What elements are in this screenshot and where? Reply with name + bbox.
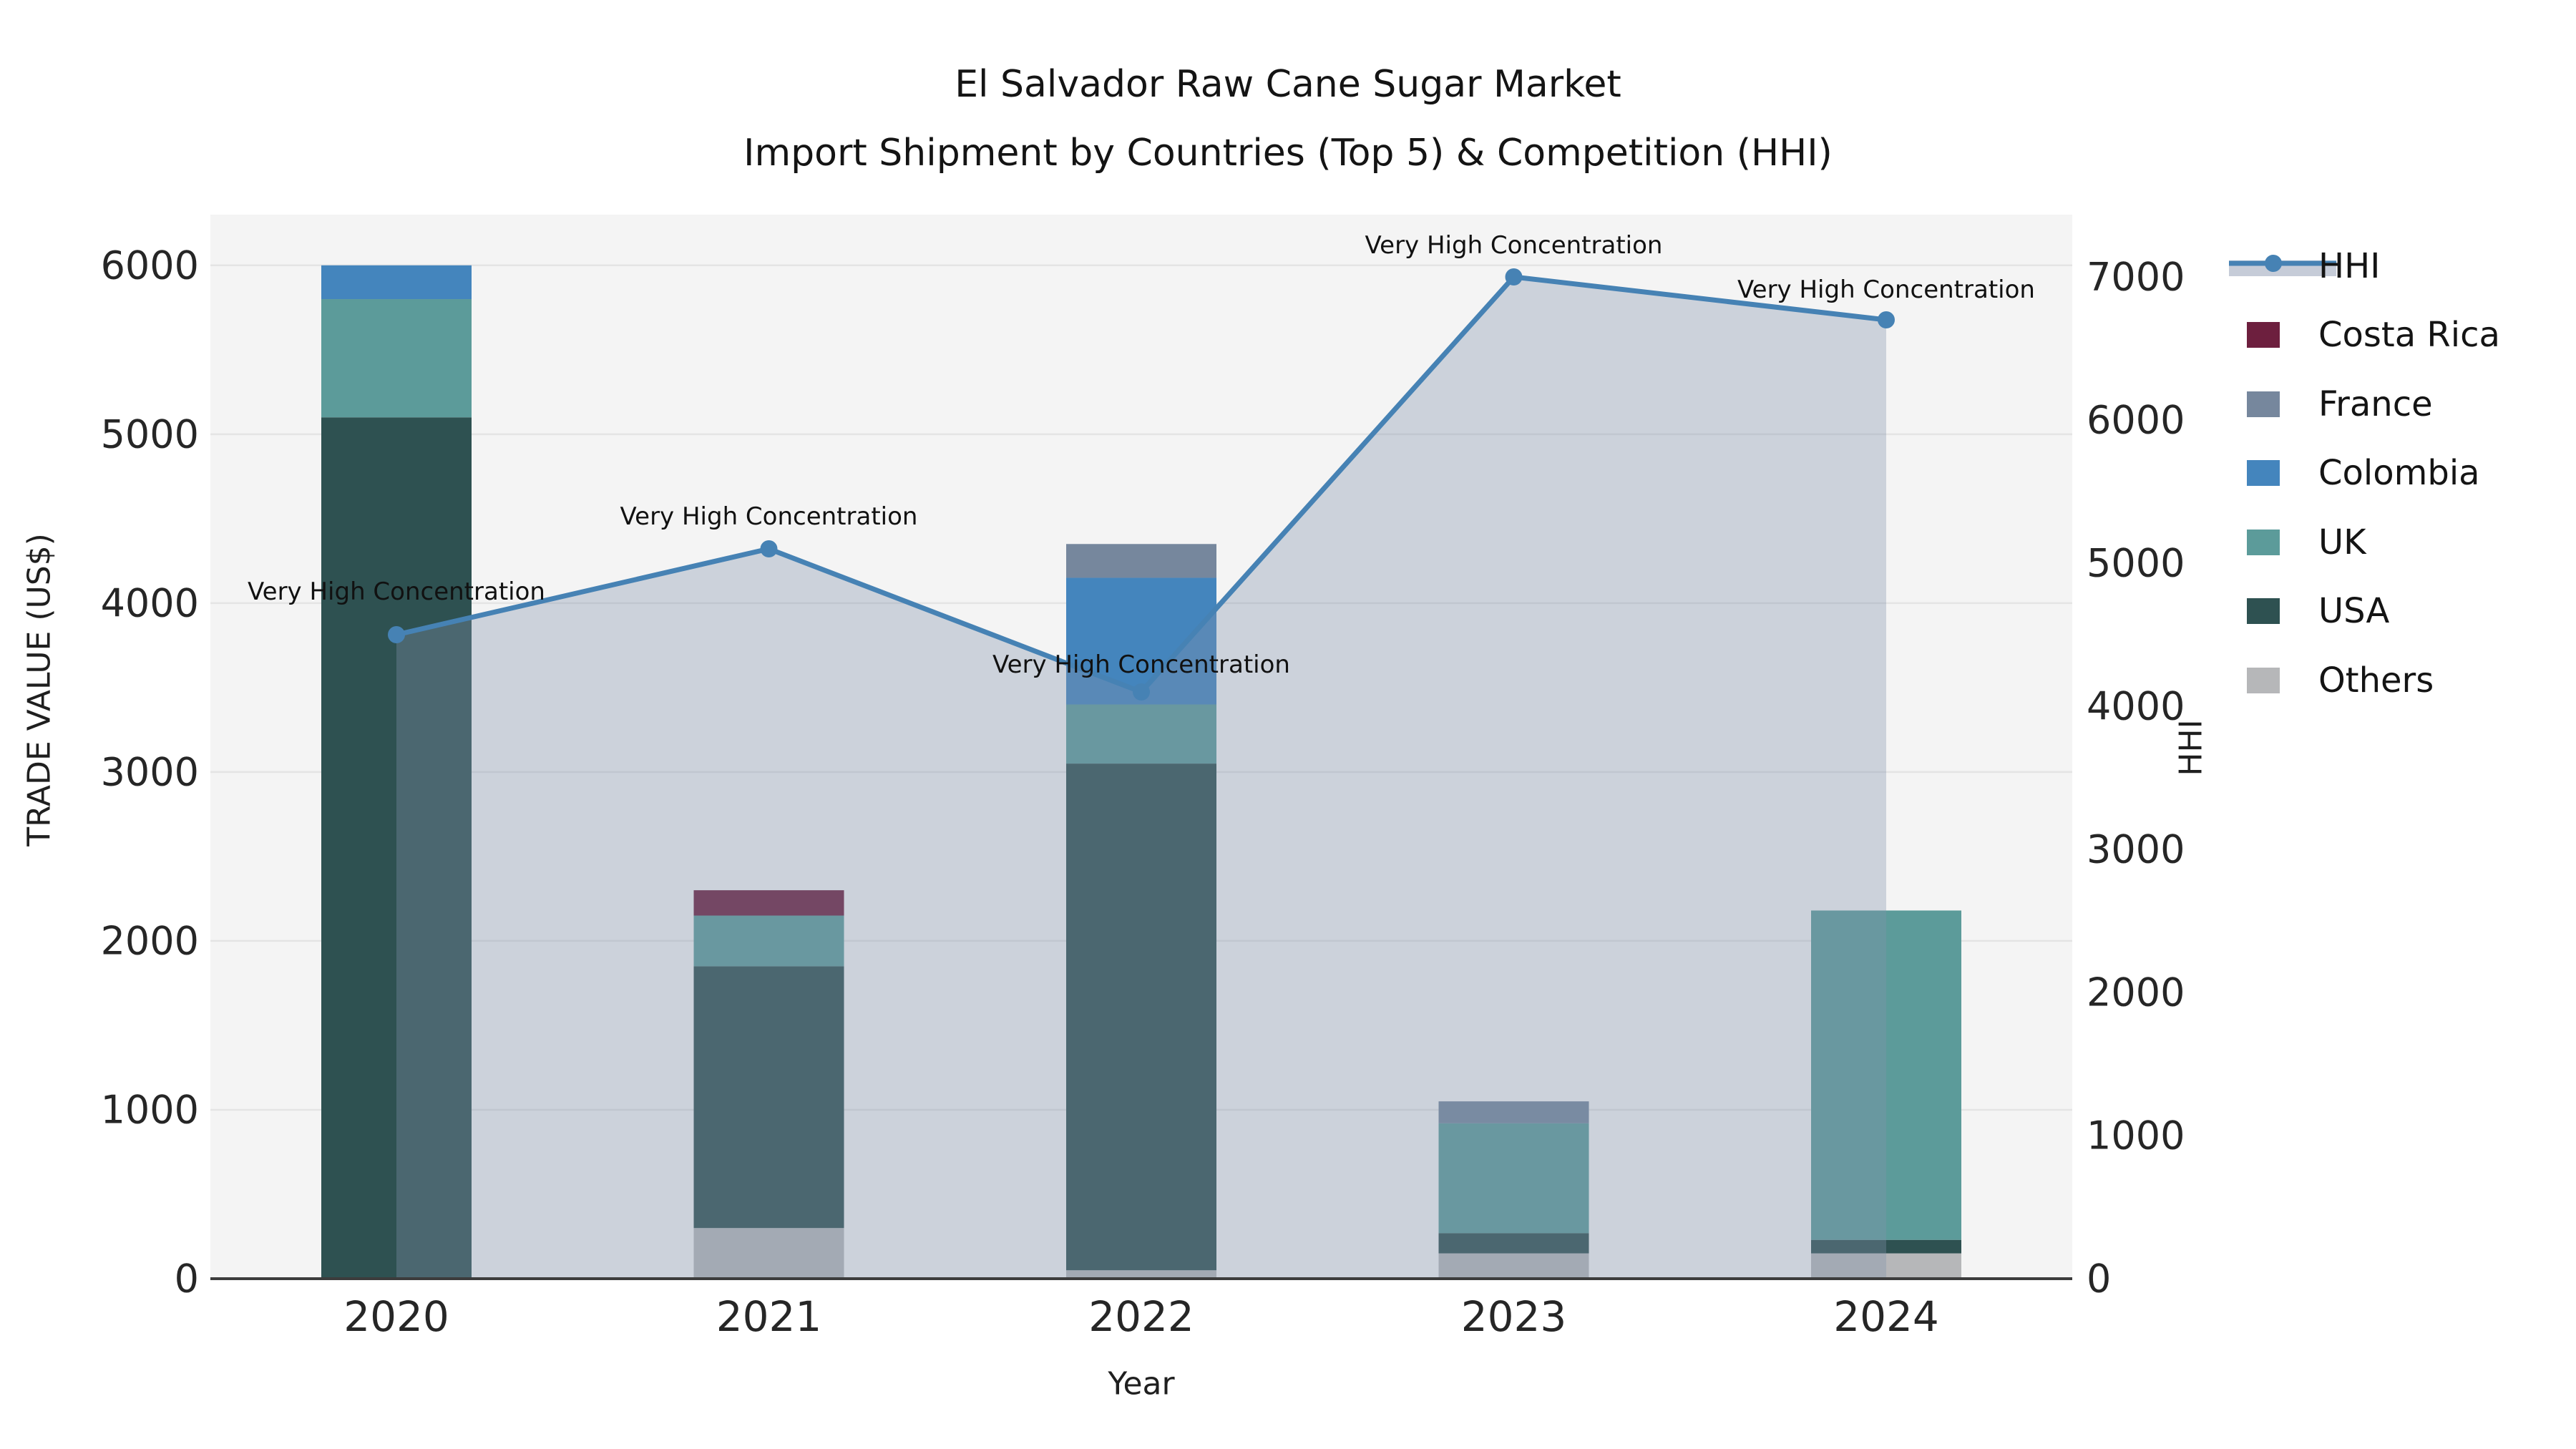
bar-segment-Others-2023	[1438, 1253, 1589, 1279]
legend-swatch-USA-icon	[2247, 598, 2280, 624]
left-tick-4000: 4000	[100, 580, 199, 626]
right-tick-2000: 2000	[2087, 970, 2185, 1015]
right-tick-3000: 3000	[2087, 826, 2185, 872]
hhi-marker-2024	[1878, 311, 1895, 328]
bar-segment-UK-2023	[1438, 1123, 1589, 1234]
hhi-marker-2021	[760, 540, 778, 557]
legend-label-Colombia: Colombia	[2318, 453, 2480, 493]
legend-label-France: France	[2318, 384, 2433, 424]
legend-label-UK: UK	[2318, 522, 2366, 562]
legend-item-Others: Others	[2224, 659, 2567, 702]
legend-item-Costa-Rica: Costa Rica	[2224, 313, 2567, 356]
annotation-2022: Very High Concentration	[992, 650, 1290, 679]
bar-segment-Others-2021	[693, 1228, 844, 1279]
annotation-2024: Very High Concentration	[1737, 275, 2035, 304]
left-tick-0: 0	[174, 1256, 199, 1302]
bar-segment-USA-2023	[1438, 1233, 1589, 1254]
hhi-marker-2022	[1133, 683, 1150, 701]
hhi-marker-2023	[1505, 268, 1523, 286]
right-axis-title: HHI	[2172, 719, 2210, 776]
legend-item-Colombia: Colombia	[2224, 452, 2567, 494]
x-tick-2022: 2022	[1088, 1292, 1194, 1341]
left-tick-2000: 2000	[100, 918, 199, 964]
x-tick-2021: 2021	[716, 1292, 822, 1341]
annotation-2020: Very High Concentration	[248, 577, 545, 606]
left-axis-title: TRADE VALUE (US$)	[21, 533, 58, 847]
annotation-2021: Very High Concentration	[620, 502, 918, 531]
bar-segment-USA-2020	[321, 417, 472, 1279]
legend-item-USA: USA	[2224, 590, 2567, 633]
hhi-marker-2020	[388, 626, 405, 643]
left-tick-5000: 5000	[100, 411, 199, 457]
bar-segment-USA-2022	[1066, 763, 1216, 1271]
legend-label-Others: Others	[2318, 660, 2434, 701]
right-tick-0: 0	[2087, 1256, 2112, 1302]
legend-item-France: France	[2224, 383, 2567, 426]
hhi-area-fill	[396, 277, 1886, 1279]
bar-segment-Others-2022	[1066, 1270, 1216, 1279]
bar-segment-Colombia-2022	[1066, 577, 1216, 705]
bar-segment-UK-2020	[321, 299, 472, 418]
legend-swatch-UK-icon	[2247, 530, 2280, 555]
bar-segment-Others-2024	[1811, 1253, 1961, 1279]
left-tick-1000: 1000	[100, 1087, 199, 1133]
bar-segment-UK-2024	[1811, 910, 1961, 1240]
x-tick-2024: 2024	[1833, 1292, 1939, 1341]
legend-label-HHI: HHI	[2318, 246, 2381, 286]
right-tick-7000: 7000	[2087, 254, 2185, 300]
x-tick-2020: 2020	[343, 1292, 449, 1341]
legend-swatch-Costa-Rica-icon	[2247, 322, 2280, 348]
right-tick-1000: 1000	[2087, 1113, 2185, 1158]
legend-item-HHI: HHI	[2224, 245, 2567, 288]
chart-title-line-2: Import Shipment by Countries (Top 5) & C…	[743, 132, 1833, 175]
annotation-2023: Very High Concentration	[1365, 231, 1663, 260]
bar-segment-UK-2021	[693, 915, 844, 967]
legend-swatch-Others-icon	[2247, 668, 2280, 693]
x-axis-title: Year	[1108, 1365, 1175, 1402]
right-tick-4000: 4000	[2087, 683, 2185, 729]
legend-label-USA: USA	[2318, 591, 2390, 631]
left-tick-3000: 3000	[100, 749, 199, 795]
right-tick-6000: 6000	[2087, 397, 2185, 443]
x-tick-2023: 2023	[1460, 1292, 1567, 1341]
bar-segment-USA-2021	[693, 966, 844, 1229]
bar-segment-UK-2022	[1066, 704, 1216, 764]
bar-segment-France-2022	[1066, 544, 1216, 578]
bar-segment-Colombia-2020	[321, 265, 472, 300]
left-tick-6000: 6000	[100, 243, 199, 288]
hhi-line-sample-icon	[2229, 255, 2336, 276]
legend-swatch-France-icon	[2247, 391, 2280, 417]
bar-segment-Costa-Rica-2021	[693, 890, 844, 916]
bar-segment-USA-2024	[1811, 1239, 1961, 1254]
legend-label-Costa-Rica: Costa Rica	[2318, 315, 2500, 355]
legend-item-UK: UK	[2224, 521, 2567, 564]
right-tick-5000: 5000	[2087, 540, 2185, 586]
chart-title-line-1: El Salvador Raw Cane Sugar Market	[955, 63, 1621, 106]
legend-swatch-Colombia-icon	[2247, 460, 2280, 486]
bar-segment-France-2023	[1438, 1101, 1589, 1123]
